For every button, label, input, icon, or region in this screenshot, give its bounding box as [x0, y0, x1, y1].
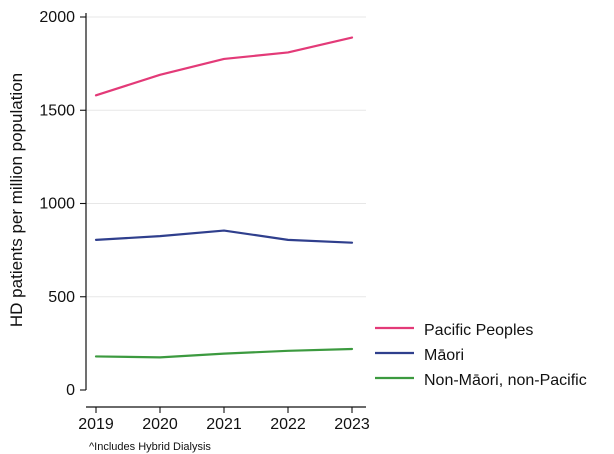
legend: Pacific Peoples Māori Non-Māori, non-Pacif… [375, 322, 587, 389]
ticks-layer: 0 500 1000 1500 2000 2019 2020 2021 2022 2023 [39, 9, 369, 433]
series-line-0 [94, 36, 354, 97]
y-tick-label: 500 [48, 289, 75, 306]
legend-label-2: Non-Māori, non-Pacific [424, 372, 587, 389]
series-line-1 [94, 229, 354, 244]
footnote-hybrid-dialysis: ^Includes Hybrid Dialysis [89, 441, 211, 453]
legend-label-0: Pacific Peoples [424, 322, 533, 339]
y-tick-label: 0 [66, 382, 75, 399]
y-tick-label: 2000 [39, 9, 75, 26]
y-tick-label: 1500 [39, 102, 75, 119]
series-line-2 [94, 347, 354, 359]
grid-layer [86, 16, 366, 298]
x-tick-label: 2021 [206, 416, 242, 433]
axes-layer [85, 13, 366, 408]
y-axis-title: HD patients per million population [7, 73, 26, 327]
x-tick-label: 2020 [142, 416, 178, 433]
y-tick-label: 1000 [39, 196, 75, 213]
series-layer [94, 36, 354, 359]
x-tick-label: 2023 [334, 416, 370, 433]
x-tick-label: 2022 [270, 416, 306, 433]
x-tick-label: 2019 [78, 416, 114, 433]
legend-label-1: Māori [424, 347, 464, 364]
